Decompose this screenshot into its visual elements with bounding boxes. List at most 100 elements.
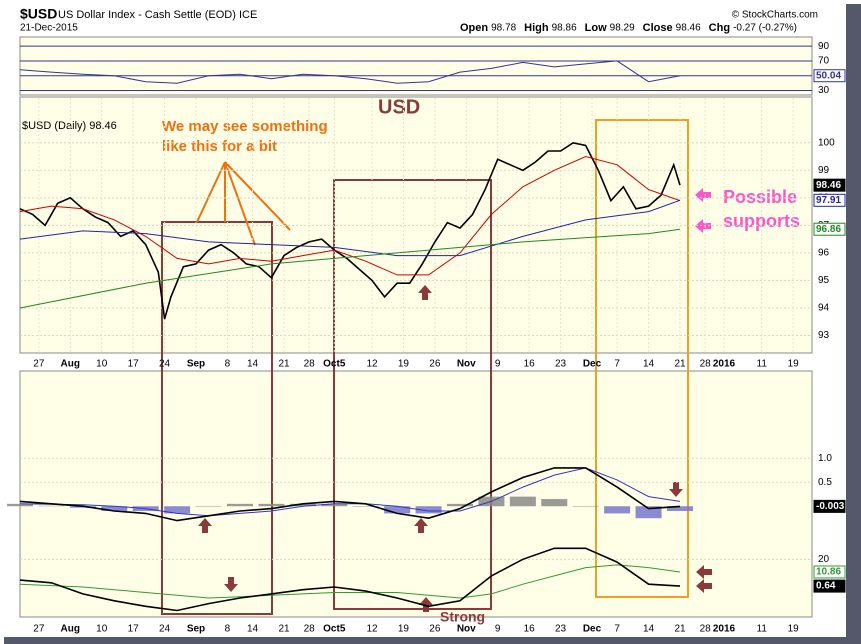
x-tick-label: Dec <box>583 359 602 370</box>
histogram-bar <box>541 499 568 507</box>
frame-shadow <box>846 4 861 644</box>
x-tick-label: Sep <box>187 359 205 370</box>
end-label: 97.91 <box>816 195 841 206</box>
stat-value: 98.29 <box>610 23 635 34</box>
x-tick-label: 26 <box>429 624 441 635</box>
histogram-bar <box>289 503 316 507</box>
series-line <box>19 60 681 84</box>
end-label-box <box>813 178 846 192</box>
end-label-box <box>813 579 846 593</box>
x-tick-label: 28 <box>700 624 712 635</box>
symbol: $USD <box>20 6 57 22</box>
end-label: 10.86 <box>816 567 841 578</box>
histogram-bar <box>509 496 536 507</box>
x-tick-label: 23 <box>555 624 567 635</box>
rsi-panel <box>19 36 813 96</box>
end-label-box <box>813 193 846 207</box>
x-tick-label: 21 <box>674 624 686 635</box>
box <box>161 221 273 615</box>
arrow <box>414 518 428 533</box>
end-label: 50.04 <box>816 70 841 81</box>
x-tick-label: 9 <box>495 359 501 370</box>
end-label-box <box>813 222 846 236</box>
x-tick-label: Aug <box>61 359 80 370</box>
y-tick-label: 1.0 <box>818 453 832 464</box>
x-tick-label: 14 <box>643 624 655 635</box>
y-tick-label: 90 <box>818 41 830 52</box>
x-tick-label: 28 <box>700 359 712 370</box>
histogram-bar <box>38 505 65 507</box>
histogram-bar <box>321 503 348 507</box>
x-tick-label: 2016 <box>713 624 736 635</box>
y-tick-label: 94 <box>818 303 830 314</box>
stat-value: 98.46 <box>676 23 701 34</box>
histogram-bar <box>667 506 693 512</box>
histogram-bar <box>164 506 191 514</box>
x-tick-label: 9 <box>495 624 501 635</box>
arrow <box>419 597 433 612</box>
y-tick-label: 0.5 <box>818 477 832 488</box>
x-tick-label: 7 <box>614 624 620 635</box>
x-tick-label: 23 <box>555 359 567 370</box>
x-tick-label: 11 <box>757 359 768 370</box>
series-line <box>19 467 681 517</box>
y-tick-label: 99 <box>818 165 830 176</box>
x-tick-label: Nov <box>457 359 476 370</box>
x-tick-label: Nov <box>457 624 476 635</box>
series-line <box>19 564 681 599</box>
series-line <box>19 199 681 257</box>
frame-shadow <box>4 637 861 644</box>
y-tick-label: 20 <box>818 554 830 565</box>
x-tick-label: 7 <box>614 359 620 370</box>
pointer-lines <box>196 161 291 246</box>
histogram-bar <box>227 503 253 507</box>
x-tick-label: 10 <box>96 359 108 370</box>
x-tick-label: 10 <box>96 624 108 635</box>
note: We may see something <box>162 118 328 135</box>
x-tick-label: 2016 <box>713 359 736 370</box>
histogram-bar <box>447 503 473 507</box>
x-tick-label: 21 <box>278 359 290 370</box>
x-tick-label: 16 <box>524 359 536 370</box>
x-tick-label: Aug <box>61 624 80 635</box>
x-tick-label: 19 <box>788 359 800 370</box>
end-label: 98.46 <box>816 180 841 191</box>
histogram-bar <box>384 506 411 514</box>
arrows <box>198 188 712 612</box>
x-tick-label: 19 <box>398 359 410 370</box>
end-label-box <box>813 69 846 83</box>
note: like this for a bit <box>162 138 277 155</box>
x-tick-label: 26 <box>429 359 441 370</box>
x-tick-label: 17 <box>128 624 140 635</box>
histogram-bar <box>604 506 631 514</box>
y-tick-label: 100 <box>818 137 835 148</box>
arrow <box>224 577 238 592</box>
end-label: 96.86 <box>816 224 841 235</box>
stat-value: 98.78 <box>491 23 516 34</box>
stat-value: 98.86 <box>552 23 577 34</box>
end-label-box <box>813 499 846 513</box>
supports-note: Possible <box>723 187 797 207</box>
end-label: 0.64 <box>816 581 836 592</box>
x-tick-label: 16 <box>524 624 536 635</box>
end-label: -0.003 <box>816 501 845 512</box>
indicator-panel <box>19 370 813 618</box>
x-tick-label: 12 <box>366 624 378 635</box>
histogram-bar <box>415 506 442 514</box>
histogram-bar <box>101 506 128 512</box>
date: 21-Dec-2015 <box>20 23 78 34</box>
arrow <box>198 518 212 533</box>
x-tick-label: 19 <box>788 624 800 635</box>
x-tick-label: 8 <box>225 624 231 635</box>
x-tick-label: 28 <box>304 359 316 370</box>
stats: Open 98.78 High 98.86 Low 98.29 Close 98.46 Chg -… <box>460 22 797 34</box>
stat-label: Low <box>585 22 607 34</box>
end-label-box <box>813 565 846 579</box>
histogram-bar <box>258 503 285 507</box>
x-tick-label: Sep <box>187 624 205 635</box>
arrow <box>696 565 712 579</box>
stat-label: Open <box>460 22 488 34</box>
x-tick-label: 8 <box>225 359 231 370</box>
